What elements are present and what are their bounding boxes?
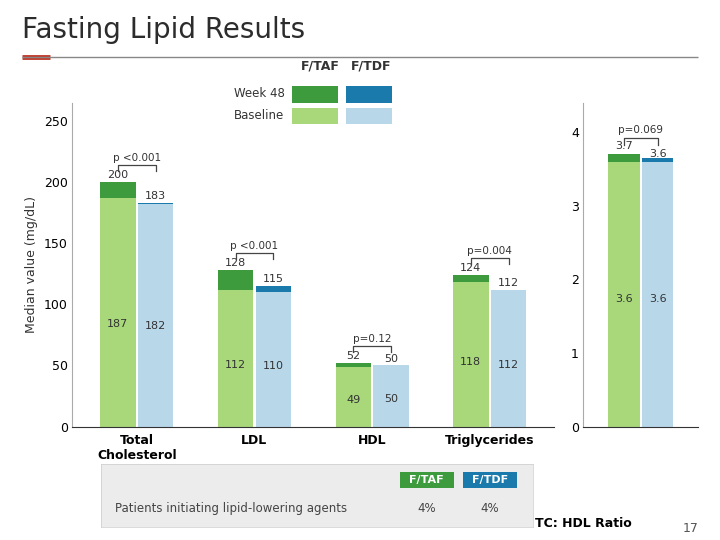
Bar xyxy=(218,289,253,427)
Text: F/TAF: F/TAF xyxy=(409,475,444,485)
Text: 112: 112 xyxy=(498,278,519,288)
Text: 17: 17 xyxy=(683,522,698,535)
Text: p=0.12: p=0.12 xyxy=(353,334,391,344)
Text: TC: HDL Ratio: TC: HDL Ratio xyxy=(535,517,631,530)
Bar xyxy=(642,161,673,427)
Text: Week 48: Week 48 xyxy=(233,87,284,100)
Bar xyxy=(138,203,174,204)
Text: 3.6: 3.6 xyxy=(649,294,667,305)
Text: 128: 128 xyxy=(225,258,246,268)
Text: 200: 200 xyxy=(107,170,128,180)
Text: p <0.001: p <0.001 xyxy=(112,153,161,163)
Bar xyxy=(373,366,408,427)
Text: Baseline: Baseline xyxy=(234,109,284,122)
Text: 3.6: 3.6 xyxy=(615,294,633,305)
Text: 3.7: 3.7 xyxy=(615,141,633,151)
Bar xyxy=(608,154,640,161)
Text: 115: 115 xyxy=(263,274,284,284)
Text: Patients initiating lipid-lowering agents: Patients initiating lipid-lowering agent… xyxy=(115,502,347,515)
Text: 52: 52 xyxy=(346,351,360,361)
Bar xyxy=(138,204,174,427)
Bar xyxy=(336,367,371,427)
Bar xyxy=(218,270,253,289)
Y-axis label: Median value (mg/dL): Median value (mg/dL) xyxy=(25,196,38,333)
Bar xyxy=(608,161,640,427)
Text: 118: 118 xyxy=(460,357,482,367)
Text: p=0.069: p=0.069 xyxy=(618,125,663,135)
Text: F/TDF: F/TDF xyxy=(351,60,391,73)
Text: p <0.001: p <0.001 xyxy=(230,241,279,251)
Text: 112: 112 xyxy=(498,360,519,370)
Bar xyxy=(100,198,135,427)
Text: 4%: 4% xyxy=(418,502,436,515)
Text: 187: 187 xyxy=(107,319,128,329)
Bar xyxy=(453,275,488,282)
Text: 50: 50 xyxy=(384,394,398,404)
Text: 50: 50 xyxy=(384,354,398,363)
Text: F/TDF: F/TDF xyxy=(472,475,508,485)
Bar xyxy=(642,158,673,161)
Bar xyxy=(336,363,371,367)
Text: p=0.004: p=0.004 xyxy=(467,246,512,256)
Text: 183: 183 xyxy=(145,191,166,201)
Text: 182: 182 xyxy=(145,321,166,332)
Bar xyxy=(256,286,291,292)
Text: 124: 124 xyxy=(460,263,482,273)
Text: 49: 49 xyxy=(346,395,360,404)
Text: 3.6: 3.6 xyxy=(649,148,667,159)
Bar xyxy=(491,289,526,427)
Text: 112: 112 xyxy=(225,360,246,370)
Text: 110: 110 xyxy=(263,361,284,371)
Text: F/TAF: F/TAF xyxy=(301,60,340,73)
Text: 4%: 4% xyxy=(481,502,499,515)
Bar xyxy=(453,282,488,427)
Text: Fasting Lipid Results: Fasting Lipid Results xyxy=(22,16,305,44)
Bar xyxy=(100,182,135,198)
Bar xyxy=(256,292,291,427)
